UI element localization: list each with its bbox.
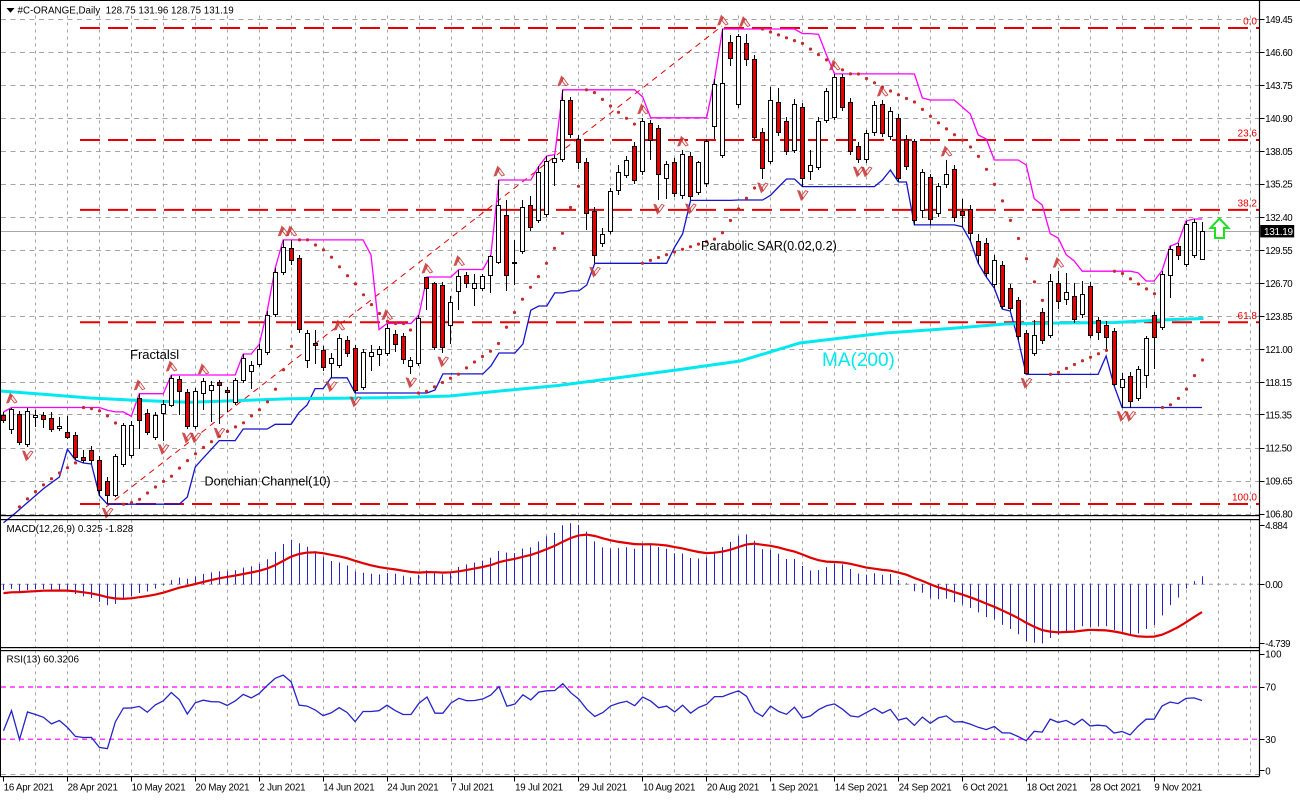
svg-text:0: 0 xyxy=(1265,766,1271,777)
svg-text:20 Aug 2021: 20 Aug 2021 xyxy=(707,783,759,794)
svg-text:132.40: 132.40 xyxy=(1265,213,1293,224)
svg-text:Parabolic SAR(0.02,0.2): Parabolic SAR(0.02,0.2) xyxy=(701,239,837,253)
svg-text:MACD(12,26,9) 0.325 -1.828: MACD(12,26,9) 0.325 -1.828 xyxy=(7,524,134,535)
svg-text:123.85: 123.85 xyxy=(1265,312,1292,323)
svg-text:MA(200): MA(200) xyxy=(822,350,895,371)
svg-text:23.6: 23.6 xyxy=(1238,129,1258,140)
svg-text:138.05: 138.05 xyxy=(1265,147,1292,158)
svg-text:RSI(13) 60.3206: RSI(13) 60.3206 xyxy=(7,655,80,666)
svg-text:1 Sep 2021: 1 Sep 2021 xyxy=(771,783,819,794)
svg-text:115.35: 115.35 xyxy=(1265,411,1291,422)
svg-text:14 Sep 2021: 14 Sep 2021 xyxy=(835,783,888,794)
svg-text:38.2: 38.2 xyxy=(1238,198,1258,209)
svg-text:28 Apr 2021: 28 Apr 2021 xyxy=(68,783,118,794)
svg-text:6 Oct 2021: 6 Oct 2021 xyxy=(963,783,1008,794)
svg-text:9 Nov 2021: 9 Nov 2021 xyxy=(1154,783,1202,794)
svg-text:70: 70 xyxy=(1265,683,1276,694)
svg-text:2 Jun 2021: 2 Jun 2021 xyxy=(259,783,305,794)
svg-text:24 Sep 2021: 24 Sep 2021 xyxy=(899,783,952,794)
svg-text:Fractalsl: Fractalsl xyxy=(130,347,179,362)
svg-text:10 Aug 2021: 10 Aug 2021 xyxy=(643,783,695,794)
svg-text:24 Jun 2021: 24 Jun 2021 xyxy=(387,783,438,794)
svg-text:#C-ORANGE,Daily 128.75 131.96: #C-ORANGE,Daily 128.75 131.96 128.75 131… xyxy=(18,6,234,17)
svg-text:30: 30 xyxy=(1265,735,1276,746)
svg-text:Donchian Channel(10): Donchian Channel(10) xyxy=(205,475,331,489)
svg-text:18 Oct 2021: 18 Oct 2021 xyxy=(1027,783,1078,794)
svg-text:100.0: 100.0 xyxy=(1232,493,1257,504)
svg-text:109.65: 109.65 xyxy=(1265,477,1292,488)
svg-text:4.884: 4.884 xyxy=(1265,521,1288,532)
svg-text:143.75: 143.75 xyxy=(1265,81,1292,92)
svg-text:106.80: 106.80 xyxy=(1265,510,1293,521)
svg-text:146.60: 146.60 xyxy=(1265,48,1293,59)
svg-text:140.90: 140.90 xyxy=(1265,114,1293,125)
svg-text:-4.739: -4.739 xyxy=(1265,639,1290,650)
svg-text:129.55: 129.55 xyxy=(1265,246,1292,257)
svg-text:28 Oct 2021: 28 Oct 2021 xyxy=(1091,783,1142,794)
svg-text:20 May 2021: 20 May 2021 xyxy=(196,783,250,794)
svg-text:131.19: 131.19 xyxy=(1264,227,1294,238)
svg-text:7 Jul 2021: 7 Jul 2021 xyxy=(451,783,494,794)
svg-text:0.0: 0.0 xyxy=(1243,17,1257,28)
svg-text:135.25: 135.25 xyxy=(1265,180,1292,191)
svg-text:126.70: 126.70 xyxy=(1265,279,1293,290)
svg-text:14 Jun 2021: 14 Jun 2021 xyxy=(323,783,374,794)
svg-text:149.45: 149.45 xyxy=(1265,15,1292,26)
svg-text:0.00: 0.00 xyxy=(1265,580,1283,591)
svg-text:29 Jul 2021: 29 Jul 2021 xyxy=(579,783,627,794)
svg-text:100: 100 xyxy=(1265,650,1282,661)
svg-text:121.00: 121.00 xyxy=(1265,345,1293,356)
svg-text:19 Jul 2021: 19 Jul 2021 xyxy=(515,783,563,794)
svg-text:118.15: 118.15 xyxy=(1265,378,1291,389)
svg-text:16 Apr 2021: 16 Apr 2021 xyxy=(4,783,54,794)
svg-text:61.8: 61.8 xyxy=(1238,311,1258,322)
svg-text:112.50: 112.50 xyxy=(1265,444,1292,455)
svg-text:10 May 2021: 10 May 2021 xyxy=(132,783,186,794)
